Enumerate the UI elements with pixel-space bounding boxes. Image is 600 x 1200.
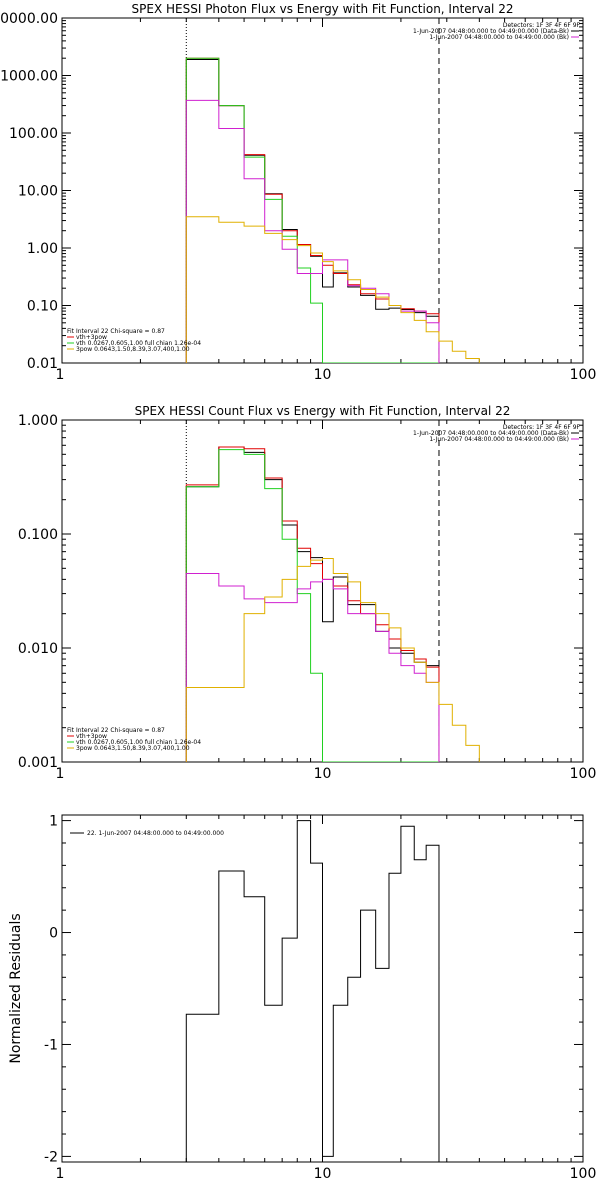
y-tick-label: 0 xyxy=(49,926,58,942)
series-1-line xyxy=(185,446,440,762)
header-line: Detectors: 1F 3F 4F 6F 9F xyxy=(503,424,581,431)
legend-entry: vth+3pow xyxy=(76,733,107,740)
x-tick-label: 10 xyxy=(314,367,332,383)
header-line: 1-Jun-2007 04:48:00.000 to 04:49:00.000 … xyxy=(429,436,569,443)
y-tick-label: 1.00 xyxy=(27,241,58,257)
x-tick-label: 100 xyxy=(570,766,597,782)
y-tick-label: 1.000 xyxy=(18,413,58,429)
series-1-line xyxy=(185,820,440,1162)
panel-1: SPEX HESSI Photon Flux vs Energy with Fi… xyxy=(0,2,596,383)
y-tick-label: 1 xyxy=(49,814,58,830)
legend-entry: 3pow 0.0643,1.50,8.39,3.07,400,1.00 xyxy=(76,745,190,752)
header-line: 1-Jun-2007 04:48:00.000 to 04:49:00.000 … xyxy=(413,430,569,437)
y-tick-label: 0.010 xyxy=(18,641,58,657)
legend-entry: 3pow 0.0643,1.50,8.39,3.07,400,1.00 xyxy=(76,346,190,353)
y-tick-label: 0.100 xyxy=(18,527,58,543)
legend-entry: 22. 1-Jun-2007 04:48:00.000 to 04:49:00.… xyxy=(87,830,224,837)
y-tick-label: 10000.00 xyxy=(0,11,58,27)
x-tick-label: 1 xyxy=(56,367,65,383)
y-tick-label: 1000.00 xyxy=(0,69,58,85)
series-2-line xyxy=(185,446,440,762)
x-tick-label: 1 xyxy=(56,766,65,782)
series-1-line xyxy=(185,58,440,363)
y-tick-label: 100.00 xyxy=(9,126,58,142)
x-tick-label: 10 xyxy=(314,1166,332,1182)
header-line: Detectors: 1F 3F 4F 6F 9F xyxy=(503,22,581,29)
legend-entry: Fit Interval 22 Chi-square = 0.87 xyxy=(67,328,165,335)
legend-entry: vth 0.0267,0.605,1.00 full chian 1.26e-0… xyxy=(76,340,201,347)
y-tick-label: 0.10 xyxy=(27,299,58,315)
legend-entry: vth+3pow xyxy=(76,334,107,341)
y-tick-label: 10.00 xyxy=(18,184,58,200)
header-line: 1-Jun-2007 04:48:00.000 to 04:49:00.000 … xyxy=(429,34,569,41)
x-tick-label: 100 xyxy=(570,367,597,383)
x-tick-label: 100 xyxy=(570,1166,597,1182)
panel-2-title: SPEX HESSI Count Flux vs Energy with Fit… xyxy=(135,404,511,418)
series-3-line xyxy=(185,449,439,762)
panel-2: SPEX HESSI Count Flux vs Energy with Fit… xyxy=(18,404,596,782)
y-axis-label: Normalized Residuals xyxy=(8,913,24,1063)
panel-3: 1 10 100 -2 -1 0 1 Normalized Residuals 22. 1-Ju… xyxy=(8,814,596,1182)
legend-entry: Fit Interval 22 Chi-square = 0.87 xyxy=(67,727,165,734)
series-5-line xyxy=(185,216,480,363)
x-tick-label: 1 xyxy=(56,1166,65,1182)
series-4-line xyxy=(185,573,440,762)
legend-entry: vth 0.0267,0.605,1.00 full chian 1.26e-0… xyxy=(76,739,201,746)
x-tick-label: 10 xyxy=(314,766,332,782)
series-3-line xyxy=(185,57,439,363)
panel-1-title: SPEX HESSI Photon Flux vs Energy with Fi… xyxy=(132,2,514,16)
y-tick-label: -1 xyxy=(44,1037,58,1053)
series-5-line xyxy=(185,557,480,762)
series-4-line xyxy=(185,99,440,363)
y-tick-label: 0.001 xyxy=(18,755,58,771)
y-tick-label: -2 xyxy=(44,1149,58,1165)
y-tick-label: 0.01 xyxy=(27,356,58,372)
series-2-line xyxy=(185,57,440,363)
header-line: 1-Jun-2007 04:48:00.000 to 04:49:00.000 … xyxy=(413,28,569,35)
